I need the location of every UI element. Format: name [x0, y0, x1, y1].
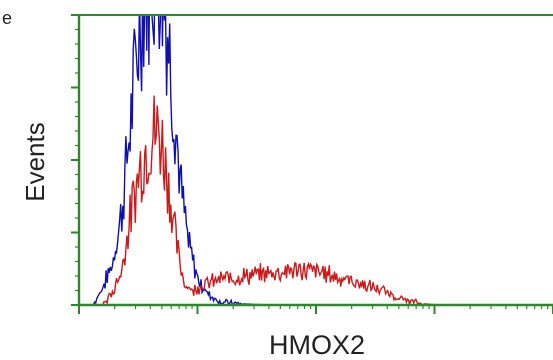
- clipped-text-fragment: e: [2, 8, 12, 28]
- x-axis-label: HMOX2: [269, 330, 365, 360]
- axes-layer: [71, 14, 553, 314]
- histogram-series-line-2: [79, 95, 553, 305]
- series-layer: [79, 15, 553, 305]
- histogram-series-line-1: [79, 15, 553, 305]
- y-axis-label: Events: [20, 122, 50, 202]
